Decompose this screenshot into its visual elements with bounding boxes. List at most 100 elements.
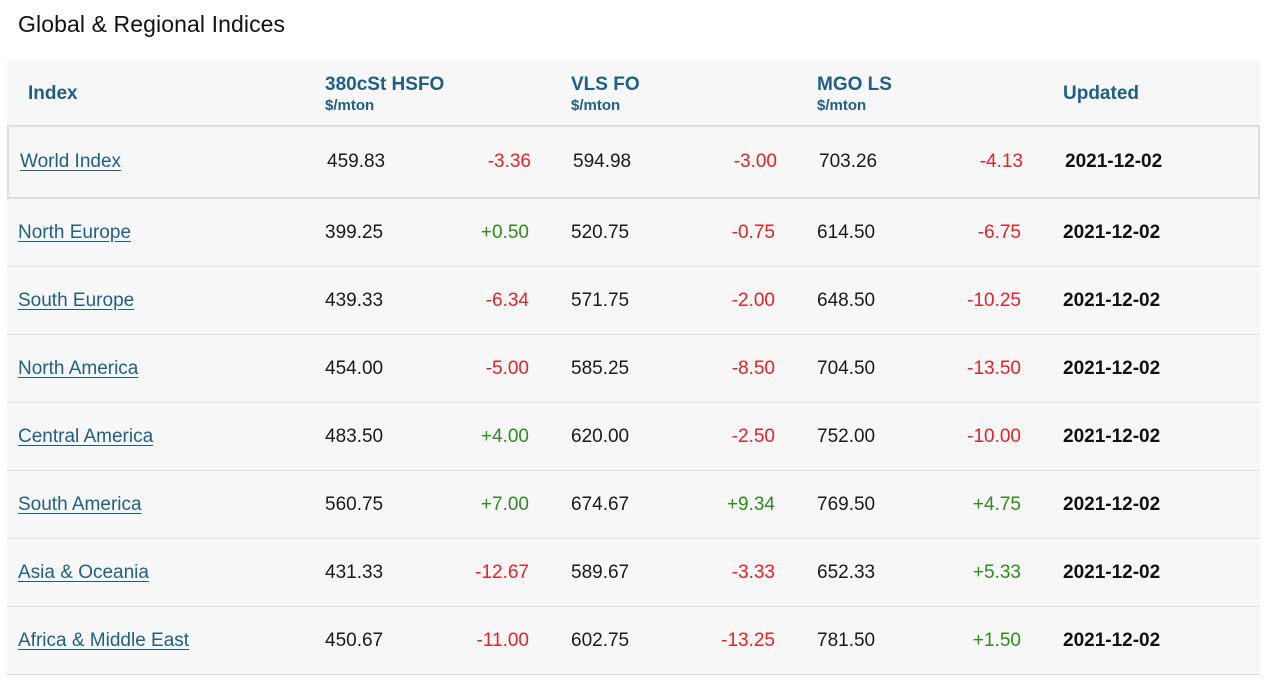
vlsfo-price: 674.67 [571,493,630,515]
mgo-price-cell: 703.26 [819,127,877,197]
header-mgo-label: MGO LS [817,74,892,95]
updated-date-cell: 2021-12-02 [1063,335,1160,402]
updated-date-cell: 2021-12-02 [1063,403,1160,470]
updated-date: 2021-12-02 [1063,221,1161,243]
header-mgo-unit: $/mton [817,97,867,114]
table-row: South America 560.75 +7.00 674.67 +9.34 769.5… [7,471,1260,539]
mgo-change: +5.33 [972,561,1021,583]
mgo-price: 703.26 [819,151,878,172]
region-link[interactable]: World Index [20,151,122,172]
region-link[interactable]: North America [18,357,139,379]
updated-date: 2021-12-02 [1063,289,1161,311]
vlsfo-change-cell: -3.33 [653,539,775,606]
hsfo-price: 454.00 [325,357,384,379]
mgo-change-cell: +4.75 [899,471,1021,538]
vlsfo-price-cell: 589.67 [571,539,629,606]
vlsfo-change-cell: -0.75 [653,199,775,266]
updated-date: 2021-12-02 [1063,629,1161,651]
region-link-cell: Africa & Middle East [18,607,189,674]
mgo-price: 704.50 [817,357,876,379]
hsfo-change: -11.00 [476,629,529,651]
vlsfo-price: 589.67 [571,561,630,583]
region-link-cell: North Europe [18,199,131,266]
updated-date-cell: 2021-12-02 [1063,607,1160,674]
updated-date: 2021-12-02 [1063,425,1161,447]
hsfo-price: 439.33 [325,289,384,311]
updated-date: 2021-12-02 [1063,561,1161,583]
hsfo-price-cell: 560.75 [325,471,383,538]
hsfo-change-cell: -11.00 [407,607,529,674]
region-link[interactable]: Africa & Middle East [18,629,190,651]
vlsfo-price-cell: 520.75 [571,199,629,266]
header-hsfo: 380cSt HSFO $/mton [325,61,444,127]
header-updated: Updated [1063,61,1139,127]
mgo-change-cell: +1.50 [899,607,1021,674]
mgo-price-cell: 752.00 [817,403,875,470]
mgo-change-cell: -6.75 [899,199,1021,266]
vlsfo-price-cell: 620.00 [571,403,629,470]
region-link[interactable]: Asia & Oceania [18,561,149,583]
mgo-change: -13.50 [967,357,1021,379]
region-link-cell: Asia & Oceania [18,539,149,606]
region-link[interactable]: North Europe [18,221,132,243]
vlsfo-change: -0.75 [731,221,775,243]
vlsfo-price: 620.00 [571,425,630,447]
hsfo-price-cell: 483.50 [325,403,383,470]
region-link[interactable]: Central America [18,425,154,447]
page-title: Global & Regional Indices [18,11,286,37]
region-link-cell: North America [18,335,138,402]
updated-date: 2021-12-02 [1063,493,1161,515]
vlsfo-change: -8.50 [731,357,775,379]
vlsfo-price-cell: 571.75 [571,267,629,334]
hsfo-change-cell: -6.34 [407,267,529,334]
mgo-price: 648.50 [817,289,876,311]
header-index: Index [28,61,78,127]
header-index-label: Index [28,83,78,104]
updated-date: 2021-12-02 [1065,151,1163,172]
mgo-change: -10.25 [967,289,1021,311]
mgo-price: 769.50 [817,493,876,515]
hsfo-change: -12.67 [475,561,529,583]
vlsfo-change: -3.00 [733,151,777,172]
mgo-change: +4.75 [972,493,1021,515]
mgo-price-cell: 652.33 [817,539,875,606]
region-link-cell: Central America [18,403,153,470]
hsfo-change: -6.34 [485,289,529,311]
vlsfo-price-cell: 585.25 [571,335,629,402]
mgo-change: -10.00 [967,425,1021,447]
updated-date-cell: 2021-12-02 [1063,539,1160,606]
hsfo-change: +4.00 [480,425,529,447]
header-vlsfo-label: VLS FO [571,74,640,95]
vlsfo-change: -2.50 [731,425,775,447]
vlsfo-price: 520.75 [571,221,630,243]
hsfo-price: 399.25 [325,221,384,243]
header-vlsfo: VLS FO $/mton [571,61,640,127]
hsfo-change-cell: +7.00 [407,471,529,538]
table-row: North Europe 399.25 +0.50 520.75 -0.75 614.50… [7,199,1260,267]
mgo-change-cell: -10.00 [899,403,1021,470]
mgo-change-cell: -10.25 [899,267,1021,334]
mgo-change-cell: -4.13 [901,127,1023,197]
hsfo-change: +7.00 [480,493,529,515]
region-link[interactable]: South America [18,493,142,515]
vlsfo-price-cell: 594.98 [573,127,631,197]
mgo-price-cell: 704.50 [817,335,875,402]
mgo-change: -4.13 [979,151,1023,172]
mgo-price-cell: 769.50 [817,471,875,538]
region-link-cell: South America [18,471,142,538]
header-mgo: MGO LS $/mton [817,61,892,127]
hsfo-price-cell: 454.00 [325,335,383,402]
hsfo-price: 459.83 [327,151,386,172]
vlsfo-change-cell: +9.34 [653,471,775,538]
vlsfo-change: -13.25 [721,629,775,651]
hsfo-change: -3.36 [487,151,531,172]
hsfo-price-cell: 431.33 [325,539,383,606]
table-body: World Index 459.83 -3.36 594.98 -3.00 703.26 -… [7,127,1260,675]
hsfo-price: 431.33 [325,561,384,583]
mgo-change-cell: -13.50 [899,335,1021,402]
header-vlsfo-unit: $/mton [571,97,621,114]
region-link[interactable]: South Europe [18,289,135,311]
vlsfo-change: -3.33 [731,561,775,583]
vlsfo-change-cell: -8.50 [653,335,775,402]
table-row: Asia & Oceania 431.33 -12.67 589.67 -3.33 652… [7,539,1260,607]
